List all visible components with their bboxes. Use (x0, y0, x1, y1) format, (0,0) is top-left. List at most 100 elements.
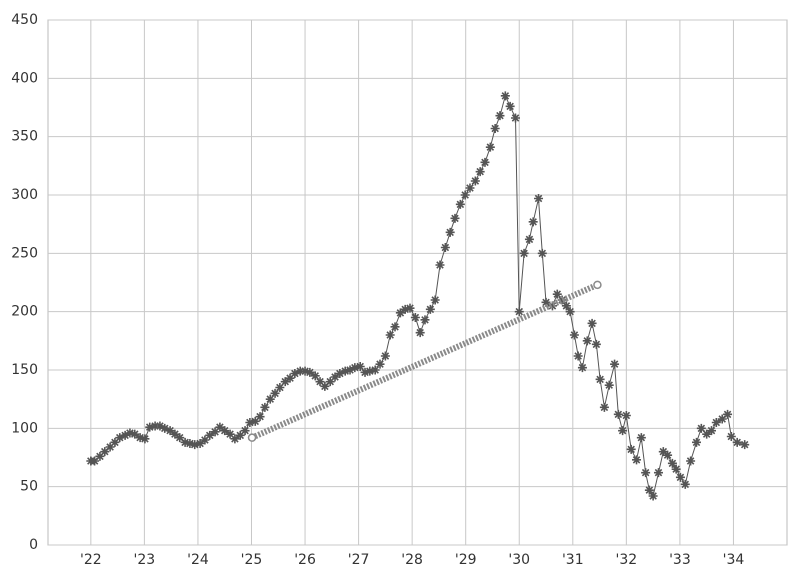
point-marker (285, 373, 295, 383)
point-marker (537, 248, 547, 258)
point-marker (740, 440, 750, 450)
point-marker (671, 464, 681, 474)
point-marker (541, 297, 551, 307)
point-marker (245, 418, 255, 427)
x-tick-label: '33 (669, 552, 691, 568)
y-tick-label: 400 (11, 70, 38, 86)
point-marker (220, 426, 230, 436)
point-marker (480, 157, 490, 167)
point-marker (648, 491, 658, 501)
point-marker (569, 330, 579, 340)
point-marker (435, 260, 445, 270)
point-marker (255, 412, 265, 422)
point-marker (270, 388, 280, 398)
point-marker (355, 362, 365, 371)
point-marker (613, 409, 623, 419)
point-marker (247, 433, 257, 442)
point-marker (450, 213, 460, 223)
point-marker (150, 421, 160, 431)
point-marker (528, 217, 538, 227)
point-marker (135, 433, 145, 443)
y-tick-label: 350 (11, 129, 38, 145)
point-marker (295, 366, 305, 376)
x-tick-label: '26 (294, 552, 316, 568)
point-marker (210, 427, 220, 437)
point-marker (170, 429, 180, 439)
point-marker (240, 426, 250, 436)
point-marker (415, 328, 425, 338)
point-marker (325, 377, 335, 387)
x-tick-label: '22 (80, 552, 102, 568)
point-marker (125, 428, 135, 438)
point-marker (420, 315, 430, 325)
point-marker (175, 433, 185, 443)
point-marker (465, 183, 475, 193)
trend-line (250, 282, 599, 441)
point-marker (644, 485, 654, 495)
x-tick-label: '28 (401, 552, 423, 568)
point-marker (604, 380, 614, 390)
point-marker (653, 468, 663, 478)
point-marker (280, 377, 290, 387)
point-marker (577, 363, 587, 373)
point-marker (702, 429, 712, 439)
point-marker (557, 295, 567, 305)
point-marker (275, 383, 285, 392)
point-marker (561, 301, 571, 311)
point-marker (390, 322, 400, 332)
point-marker (380, 351, 390, 361)
point-marker (190, 440, 200, 450)
point-marker (524, 234, 534, 244)
point-marker (641, 468, 651, 478)
point-marker (505, 101, 515, 111)
point-marker (691, 437, 701, 447)
point-marker (440, 243, 450, 252)
point-marker (140, 434, 150, 444)
point-marker (663, 450, 673, 460)
point-marker (310, 371, 320, 381)
point-marker (475, 167, 485, 177)
y-tick-label: 300 (11, 187, 38, 203)
point-marker (675, 472, 685, 482)
point-marker (205, 430, 215, 440)
point-marker (340, 366, 350, 376)
point-marker (723, 409, 733, 419)
point-marker (345, 365, 355, 375)
point-marker (519, 248, 529, 258)
point-marker (618, 426, 628, 436)
point-marker (547, 301, 557, 311)
point-marker (115, 433, 125, 443)
point-marker (230, 434, 240, 444)
point-marker (445, 227, 455, 237)
point-marker (260, 402, 270, 412)
point-marker (510, 113, 520, 123)
point-marker (565, 307, 575, 317)
y-tick-label: 200 (11, 304, 38, 320)
y-tick-label: 100 (11, 420, 38, 436)
point-marker (425, 304, 435, 314)
point-marker (300, 366, 310, 376)
x-tick-label: '29 (455, 552, 477, 568)
point-marker (385, 330, 395, 340)
point-marker (375, 359, 385, 369)
point-marker (120, 430, 130, 440)
point-marker (732, 437, 742, 447)
x-tick-label: '27 (348, 552, 370, 568)
point-marker (552, 289, 562, 299)
point-marker (495, 111, 505, 121)
point-marker (330, 372, 340, 382)
point-marker (410, 313, 420, 322)
point-marker (305, 367, 315, 377)
point-marker (490, 124, 500, 133)
point-marker (582, 336, 592, 346)
point-marker (160, 423, 170, 433)
point-marker (587, 318, 597, 328)
point-marker (636, 433, 646, 443)
point-marker (534, 194, 544, 203)
y-tick-label: 150 (11, 362, 38, 378)
point-marker (155, 421, 165, 431)
x-tick-label: '23 (134, 552, 156, 568)
point-marker (250, 416, 260, 426)
point-marker (110, 437, 120, 447)
